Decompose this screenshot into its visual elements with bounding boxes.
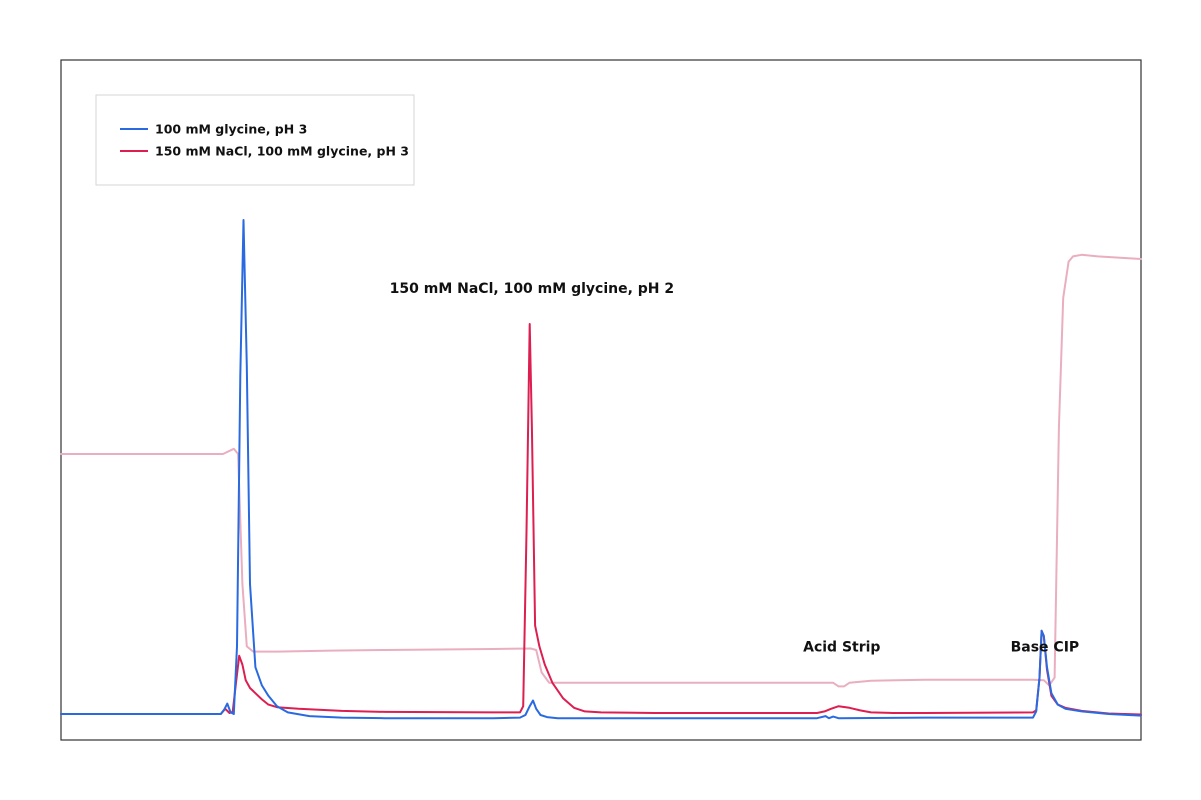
series-line-blue (60, 219, 1142, 720)
legend-label-series-2: 150 mM NaCl, 100 mM glycine, pH 3 (155, 144, 409, 159)
series-line-pink (60, 253, 1142, 688)
annotation-label-base-cip: Base CIP (1011, 640, 1080, 656)
annotation-label-acid-strip: Acid Strip (803, 640, 880, 656)
legend-box (95, 94, 415, 186)
legend: 100 mM glycine, pH 3 150 mM NaCl, 100 mM… (95, 94, 415, 186)
series-line-red (60, 323, 1142, 716)
plot-frame (60, 59, 1142, 741)
legend-label-series-1: 100 mM glycine, pH 3 (155, 122, 307, 137)
annotation-layer: 150 mM NaCl, 100 mM glycine, pH 2 Acid S… (390, 281, 1080, 656)
annotation-label-ph2-elution: 150 mM NaCl, 100 mM glycine, pH 2 (390, 281, 674, 297)
series-layer (60, 219, 1142, 720)
